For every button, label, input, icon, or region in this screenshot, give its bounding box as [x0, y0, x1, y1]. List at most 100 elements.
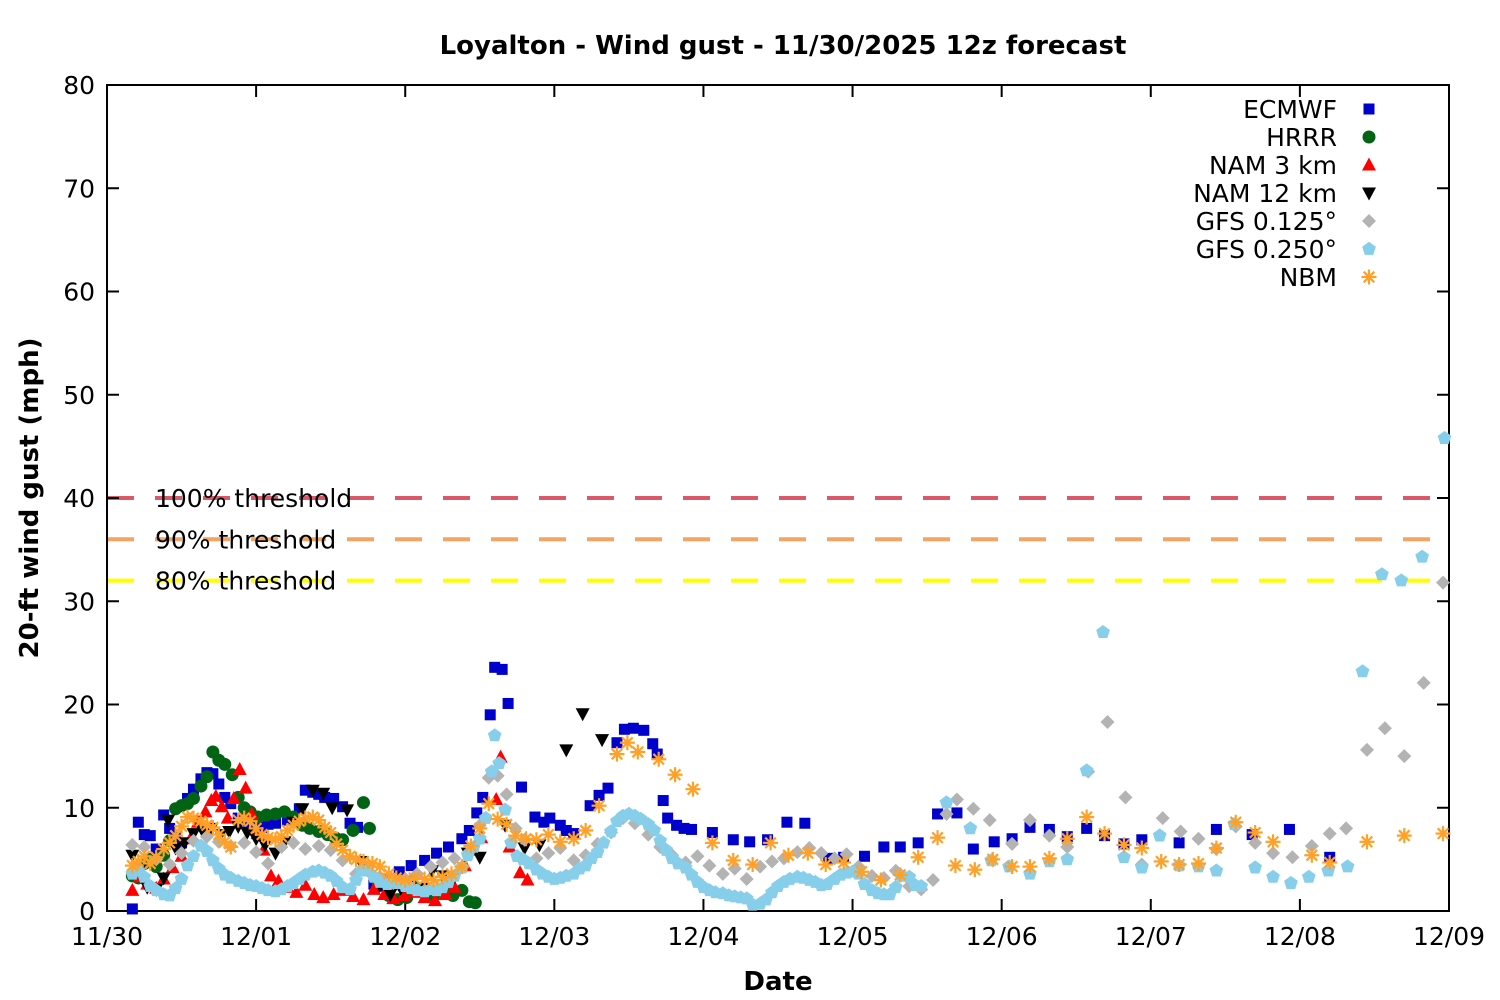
y-tick-label: 40 — [63, 484, 95, 513]
data-point-nam-3-km — [238, 780, 253, 794]
data-point-ecmwf — [686, 823, 698, 835]
data-point-ecmwf — [471, 807, 483, 819]
data-point-nbm — [578, 822, 594, 838]
data-point-nbm — [1116, 837, 1132, 853]
data-point-ecmwf — [299, 784, 311, 796]
data-point-gfs-0-125- — [1118, 790, 1133, 805]
data-point-nam-3-km — [298, 877, 313, 891]
data-point-gfs-0-125- — [311, 838, 326, 853]
x-tick-label: 12/07 — [1115, 922, 1187, 951]
data-point-nbm — [168, 828, 184, 844]
data-point-legend-nam-3-km — [1362, 157, 1376, 171]
data-point-ecmwf — [405, 860, 417, 872]
data-point-nbm — [1435, 826, 1451, 842]
data-point-ecmwf — [727, 834, 739, 846]
data-point-nam-3-km — [520, 872, 535, 886]
data-point-gfs-0-125- — [541, 846, 556, 861]
data-point-gfs-0-250- — [1437, 430, 1452, 444]
data-point-nbm — [528, 832, 544, 848]
data-point-gfs-0-125- — [982, 813, 997, 828]
data-point-nam-3-km — [489, 791, 504, 805]
data-point-hrrr — [468, 896, 482, 910]
data-point-ecmwf — [281, 814, 293, 826]
data-point-gfs-0-250- — [1060, 852, 1075, 866]
data-point-gfs-0-250- — [659, 842, 674, 856]
data-point-gfs-0-125- — [1304, 838, 1319, 853]
data-point-hrrr — [194, 779, 208, 793]
data-point-gfs-0-250- — [939, 795, 954, 809]
data-point-nbm — [1208, 840, 1224, 856]
data-point-nam-3-km — [232, 762, 247, 776]
y-tick-label: 0 — [79, 897, 95, 926]
data-point-ecmwf — [262, 818, 274, 830]
data-point-nbm — [619, 735, 635, 751]
data-point-hrrr — [200, 770, 214, 784]
data-point-gfs-0-250- — [174, 871, 189, 885]
data-point-ecmwf — [1081, 822, 1093, 834]
data-point-gfs-0-125- — [1416, 675, 1431, 690]
data-point-gfs-0-250- — [1117, 850, 1131, 864]
data-point-gfs-0-125- — [715, 866, 730, 881]
data-point-gfs-0-250- — [1248, 860, 1263, 874]
data-point-gfs-0-250- — [498, 802, 512, 816]
data-point-gfs-0-250- — [478, 810, 493, 824]
data-point-gfs-0-125- — [174, 846, 189, 861]
data-point-nbm — [443, 866, 459, 882]
data-point-gfs-0-125- — [199, 829, 214, 844]
data-point-hrrr — [356, 796, 370, 810]
data-point-ecmwf — [132, 816, 144, 828]
data-point-nbm — [355, 853, 371, 869]
data-point-gfs-0-125- — [249, 845, 264, 860]
data-point-gfs-0-125- — [1322, 826, 1337, 841]
data-point-ecmwf — [744, 836, 756, 848]
data-point-gfs-0-250- — [1394, 573, 1409, 587]
data-point-nam-3-km — [214, 799, 229, 813]
data-point-gfs-0-125- — [1005, 836, 1020, 851]
data-point-ecmwf — [678, 822, 690, 834]
data-point-gfs-0-125- — [966, 801, 981, 816]
data-point-nam-3-km — [346, 889, 361, 903]
data-point-gfs-0-125- — [702, 858, 717, 873]
data-point-ecmwf — [419, 854, 431, 866]
data-point-ecmwf — [502, 697, 514, 709]
data-point-gfs-0-125- — [1397, 749, 1412, 764]
data-point-ecmwf — [538, 816, 550, 828]
data-point-nbm — [609, 746, 625, 762]
data-point-nbm — [1134, 840, 1150, 856]
data-point-nbm — [985, 851, 1001, 867]
data-point-gfs-0-250- — [647, 823, 662, 837]
data-point-ecmwf — [602, 782, 614, 794]
data-point-nbm — [1004, 859, 1020, 875]
data-point-nam-12-km — [325, 802, 340, 816]
data-point-gfs-0-125- — [1266, 846, 1281, 861]
data-point-gfs-0-125- — [1155, 811, 1170, 826]
data-point-nam-12-km — [295, 803, 310, 817]
data-point-nam-12-km — [240, 827, 255, 841]
data-point-nbm — [1079, 809, 1095, 825]
data-point-nbm — [910, 849, 926, 865]
data-point-ecmwf — [662, 812, 674, 824]
chart-title: Loyalton - Wind gust - 11/30/2025 12z fo… — [440, 31, 1127, 61]
data-point-nbm — [591, 798, 607, 814]
data-point-ecmwf — [187, 783, 199, 795]
data-point-gfs-0-125- — [690, 849, 705, 864]
data-point-gfs-0-250- — [1340, 859, 1355, 873]
data-point-nbm — [1304, 847, 1320, 863]
data-point-nbm — [651, 751, 667, 767]
legend-label: ECMWF — [1243, 95, 1337, 124]
data-point-gfs-0-250- — [1301, 869, 1316, 883]
data-point-gfs-0-250- — [206, 853, 220, 867]
data-point-ecmwf — [706, 827, 718, 839]
data-point-legend-ecmwf — [1363, 103, 1375, 115]
threshold-label: 90% threshold — [155, 525, 336, 554]
data-point-nbm — [348, 851, 364, 867]
data-point-ecmwf — [554, 819, 566, 831]
data-point-nbm — [725, 852, 741, 868]
data-point-nam-12-km — [161, 814, 176, 828]
data-point-ecmwf — [529, 811, 541, 823]
data-point-nbm — [174, 818, 190, 834]
data-point-ecmwf — [647, 738, 659, 750]
data-point-nam-12-km — [125, 849, 140, 863]
data-point-ecmwf — [967, 843, 979, 855]
